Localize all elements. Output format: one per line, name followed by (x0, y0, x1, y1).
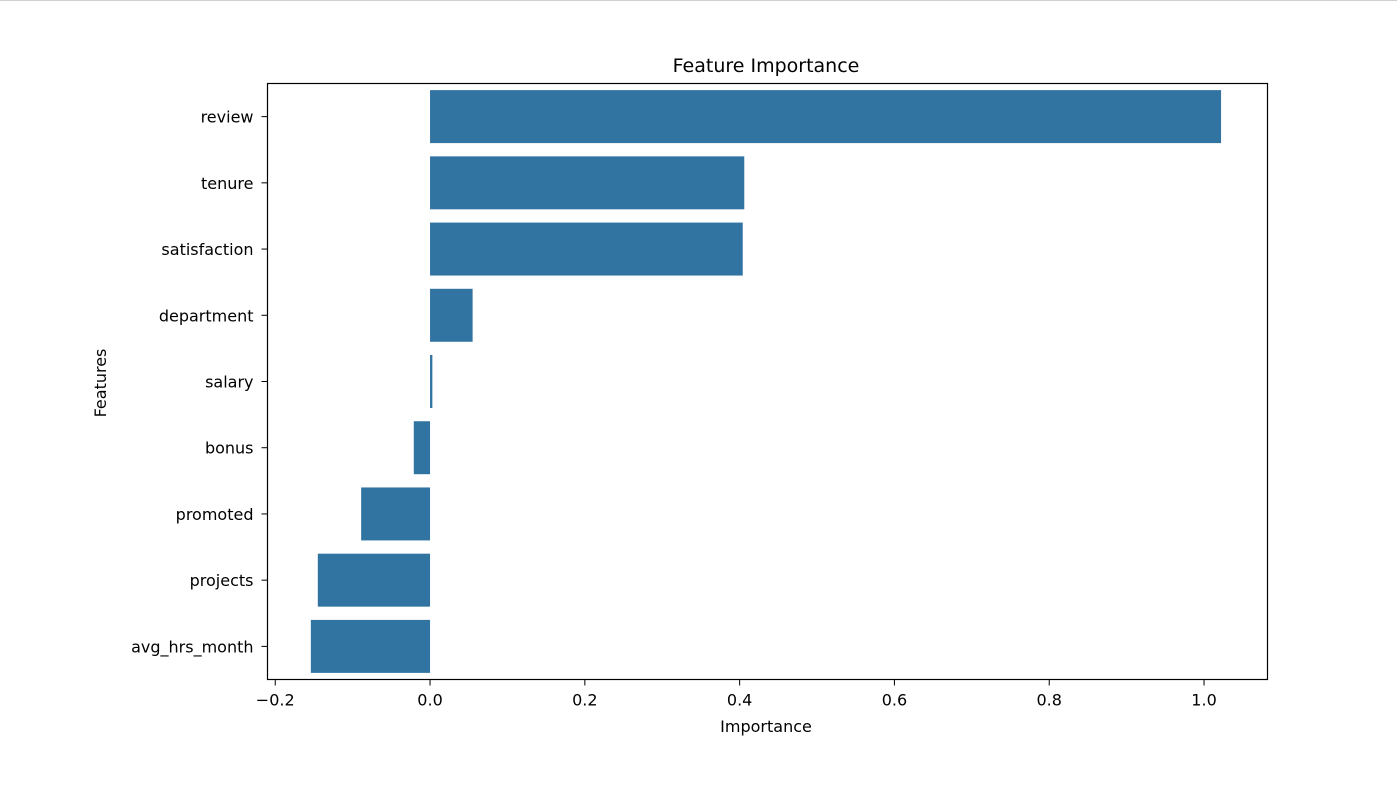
y-tick-label: projects (190, 571, 254, 590)
x-tick-label: 0.8 (1037, 691, 1062, 710)
chart-title: Feature Importance (673, 55, 860, 77)
y-axis-label: Features (91, 349, 110, 418)
x-tick-label: −0.2 (256, 691, 295, 710)
x-tick-label: 0.4 (727, 691, 752, 710)
y-tick-label: department (159, 306, 254, 325)
x-tick-label: 1.0 (1191, 691, 1216, 710)
bars-group (310, 90, 1222, 673)
bar-bonus (413, 421, 431, 475)
bar-promoted (361, 487, 431, 541)
y-tick-label: tenure (201, 174, 253, 193)
x-tick-label: 0.6 (882, 691, 907, 710)
bar-satisfaction (430, 222, 743, 276)
x-tick-label: 0.2 (572, 691, 597, 710)
x-tick-label: 0.0 (417, 691, 442, 710)
x-axis-label: Importance (720, 717, 812, 736)
y-tick-label: bonus (205, 439, 254, 458)
y-tick-label: review (201, 108, 254, 127)
y-tick-label: promoted (176, 505, 254, 524)
y-tick-label: satisfaction (161, 240, 253, 259)
bar-review (430, 90, 1222, 144)
top-divider (0, 0, 1397, 1)
bar-department (430, 288, 473, 342)
bar-projects (317, 553, 431, 607)
bar-salary (430, 355, 433, 408)
bar-avg-hrs-month (310, 619, 431, 673)
y-tick-label: avg_hrs_month (131, 637, 253, 657)
y-tick-label: salary (205, 373, 253, 392)
y-axis-ticks: review tenure satisfaction department salary… (131, 108, 268, 657)
x-axis-ticks: −0.2 0.0 0.2 0.4 0.6 0.8 1.0 (256, 679, 1217, 710)
bar-tenure (430, 156, 745, 210)
